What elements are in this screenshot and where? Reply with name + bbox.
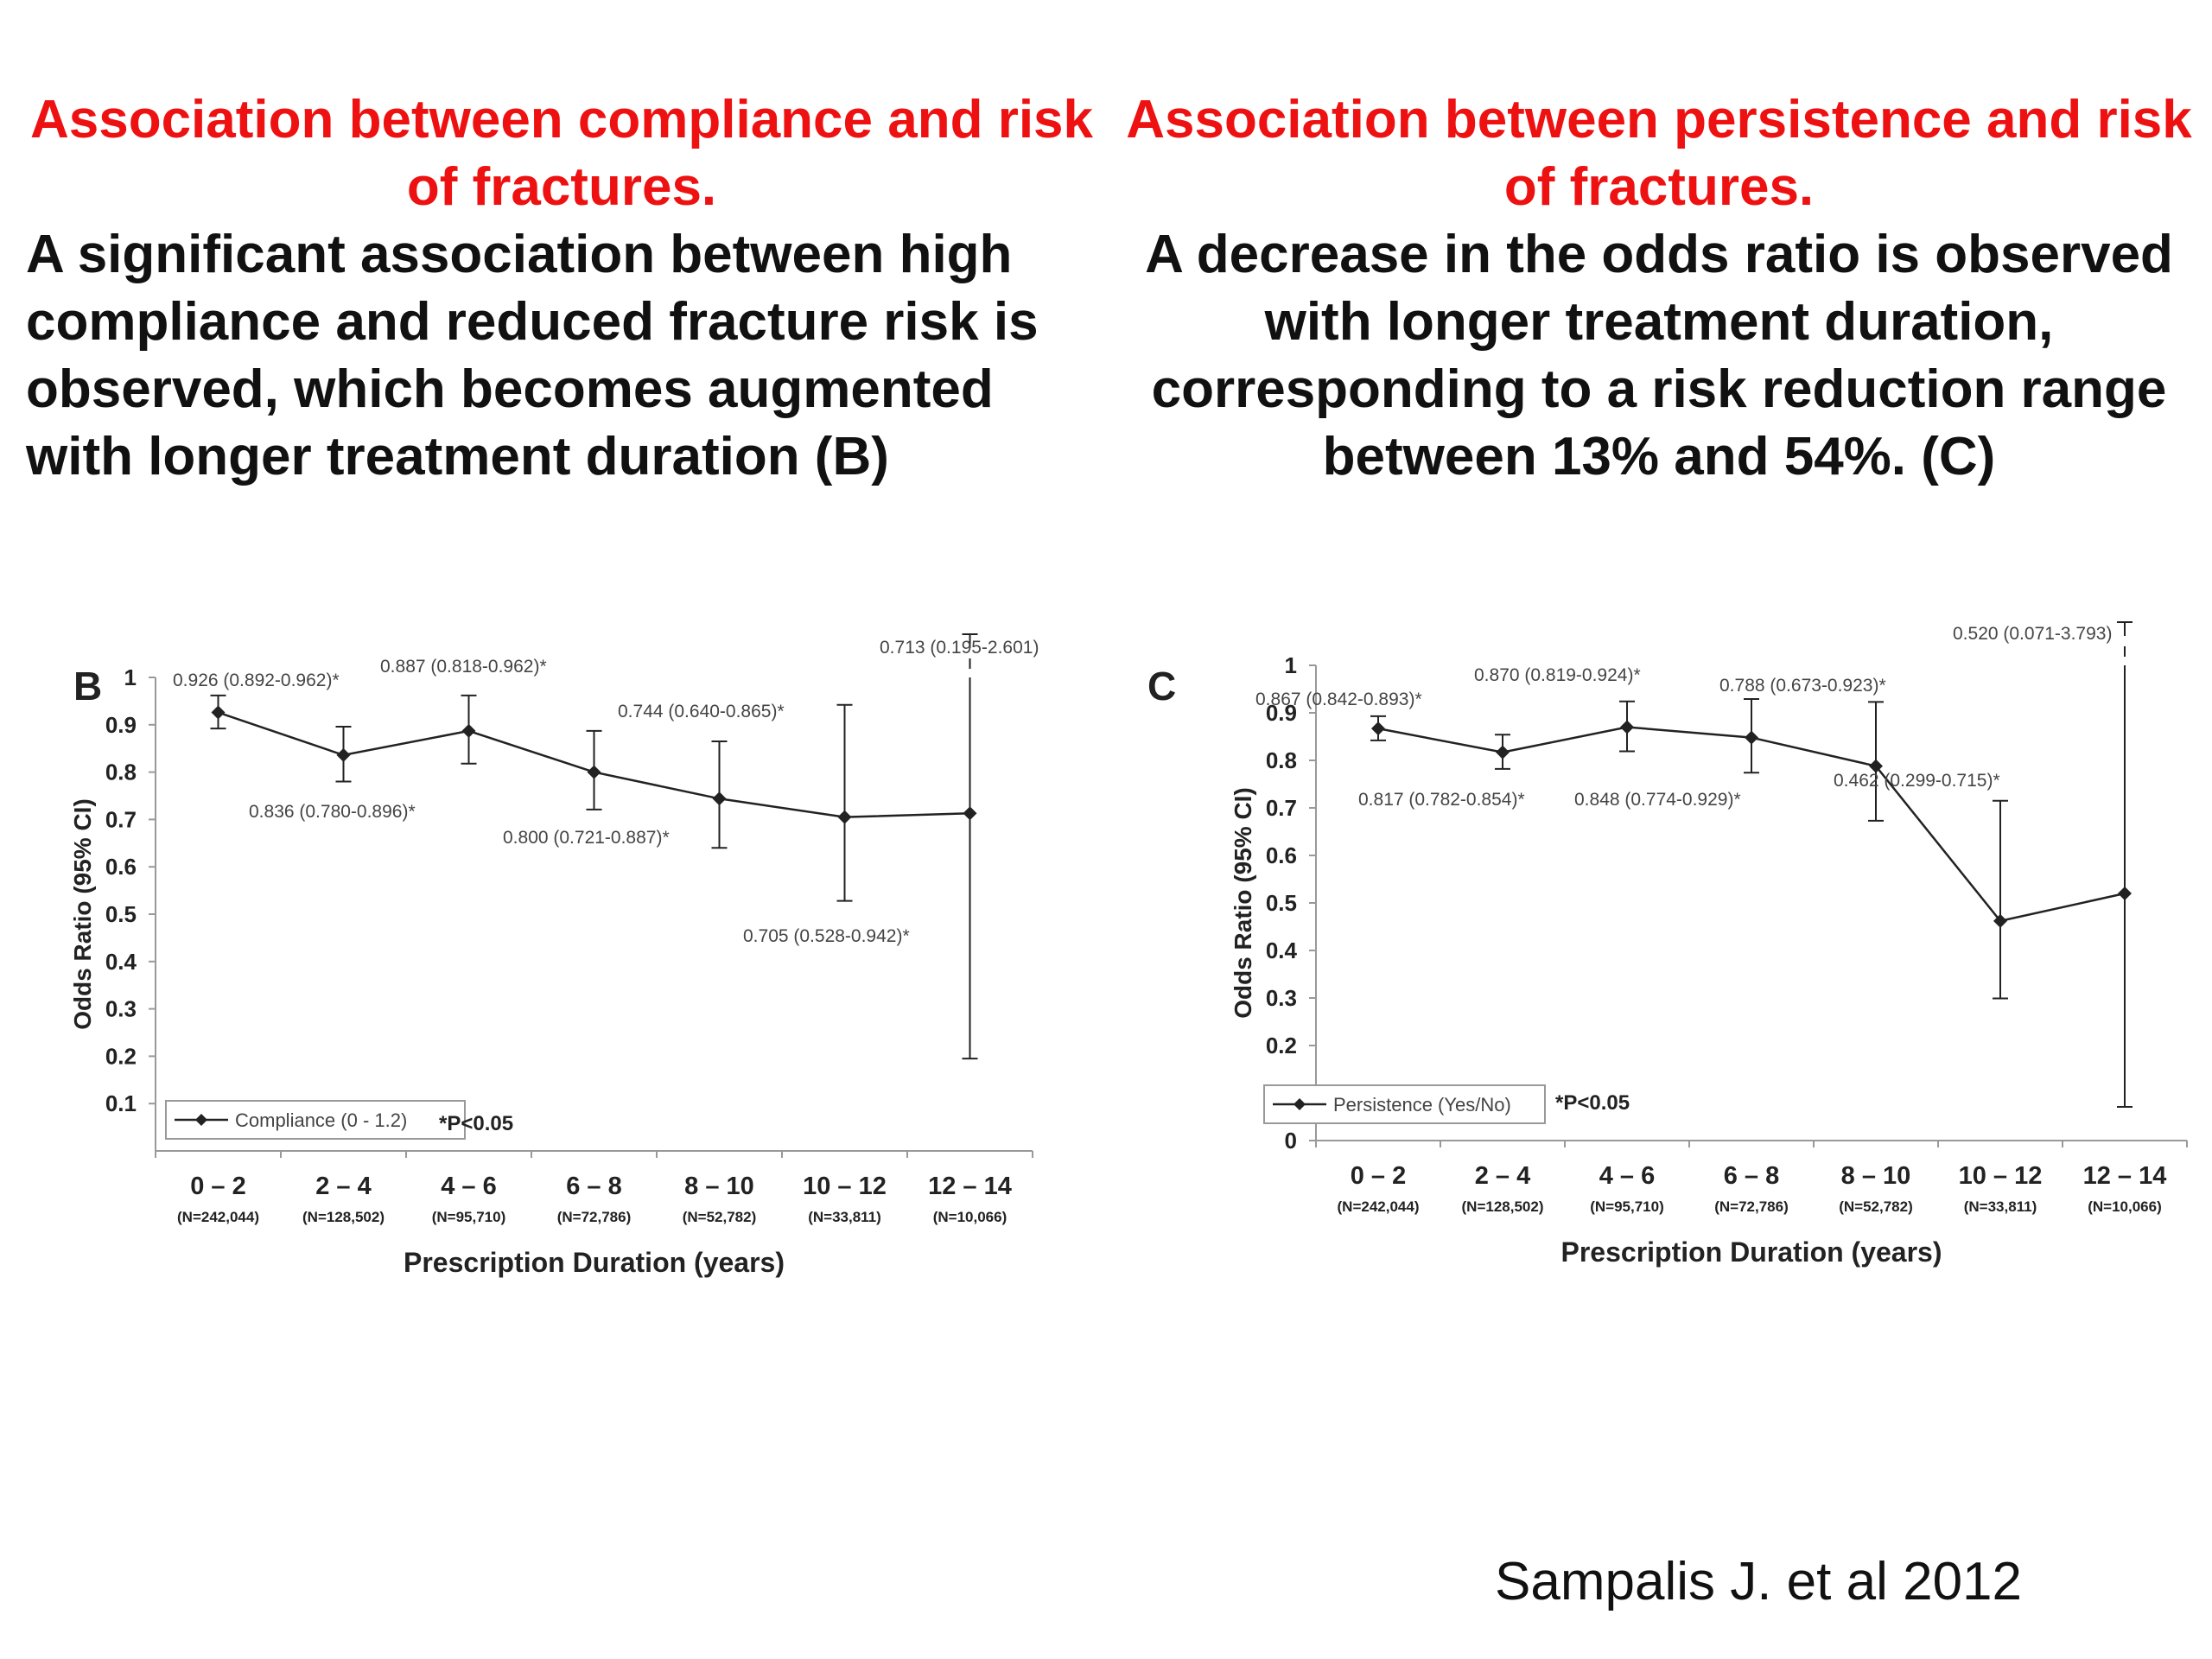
chart-b: B 0.1 0.2 0.3 0.4 0.5 0.6 0.7 0.8 0.9 1 Odds Ratio … [69,633,1039,1278]
data-label: 0.870 (0.819-0.924)* [1474,665,1641,685]
data-point [461,723,476,738]
y-tick-label: 0.4 [1266,938,1298,963]
data-point [336,747,351,762]
x-tick-label: 2 – 4 [1475,1162,1531,1190]
data-point [2118,887,2132,900]
data-label: 0.867 (0.842-0.893)* [1255,690,1422,709]
data-label: 0.848 (0.774-0.929)* [1574,790,1741,810]
x-tick-n-label: (N=95,710) [432,1209,506,1225]
y-tick-label: 0.6 [1266,842,1297,868]
data-label: 0.887 (0.818-0.962)* [380,657,547,677]
y-tick-label: 0.7 [105,806,137,832]
y-tick-label: 0.2 [105,1043,137,1069]
data-label: 0.800 (0.721-0.887)* [503,828,670,848]
data-label: 0.713 (0.195-2.601) [880,638,1039,658]
data-point [1993,913,2007,928]
y-tick-label: 0.4 [105,949,137,975]
x-tick-label: 4 – 6 [1599,1162,1656,1190]
y-tick-label: 0.2 [1266,1033,1297,1058]
legend-label: Compliance (0 - 1.2) [235,1109,407,1131]
y-tick-label: 0.5 [105,901,137,927]
data-label: 0.520 (0.071-3.793) [1953,624,2112,644]
x-tick-label: 12 – 14 [2083,1162,2167,1190]
legend-marker [1294,1098,1306,1110]
x-tick-label: 8 – 10 [684,1173,754,1200]
x-axis-label: Prescription Duration (years) [404,1247,785,1278]
significance-note: *P<0.05 [1555,1091,1630,1115]
data-label: 0.462 (0.299-0.715)* [1834,771,2000,791]
data-point [1496,745,1510,760]
y-tick-label: 0.3 [1266,985,1297,1011]
x-tick-label: 6 – 8 [566,1173,622,1200]
x-tick-label: 6 – 8 [1724,1162,1780,1190]
data-point [1869,759,1883,773]
x-tick-label: 0 – 2 [1351,1162,1407,1190]
data-point [211,705,226,720]
data-point [1745,730,1758,745]
legend-label: Persistence (Yes/No) [1333,1094,1511,1116]
panel-right-title: Association between persistence and risk… [1126,90,2192,217]
x-tick-label: 0 – 2 [190,1173,246,1200]
data-label: 0.836 (0.780-0.896)* [249,802,416,822]
panel-left-title: Association between compliance and risk … [29,90,1094,217]
panel-letter: B [73,664,102,709]
x-tick-label: 2 – 4 [315,1173,372,1200]
x-tick-n-label: (N=128,502) [302,1209,385,1225]
data-point [837,810,852,824]
data-label: 0.788 (0.673-0.923)* [1719,676,1886,696]
data-point [587,765,601,779]
x-tick-n-label: (N=242,044) [1338,1198,1420,1215]
x-tick-label: 12 – 14 [928,1173,1012,1200]
y-axis-label: Odds Ratio (95% CI) [69,798,96,1030]
legend-marker [195,1114,207,1126]
y-tick-label: 0.9 [1266,700,1297,726]
x-tick-label: 4 – 6 [441,1173,497,1200]
y-tick-label: 0.8 [105,760,137,785]
x-tick-label: 8 – 10 [1841,1162,1911,1190]
x-tick-n-label: (N=10,066) [2088,1198,2162,1215]
x-tick-n-label: (N=33,811) [1964,1198,2037,1215]
data-point [1620,720,1634,734]
x-tick-n-label: (N=10,066) [933,1209,1007,1225]
panel-left-text: Association between compliance and risk … [26,86,1097,491]
significance-note: *P<0.05 [439,1112,513,1135]
data-label: 0.817 (0.782-0.854)* [1358,790,1525,810]
data-label: 0.744 (0.640-0.865)* [618,702,785,721]
x-axis-label: Prescription Duration (years) [1561,1236,1942,1268]
data-point [712,791,727,806]
y-tick-label: 0.8 [1266,747,1297,773]
y-tick-label: 1 [1285,652,1297,678]
panel-letter: C [1147,664,1176,709]
y-axis-label: Odds Ratio (95% CI) [1230,787,1256,1019]
y-tick-label: 0.1 [105,1090,137,1116]
x-tick-n-label: (N=128,502) [1462,1198,1544,1215]
x-tick-label: 10 – 12 [1959,1162,2043,1190]
y-tick-label: 0 [1285,1128,1297,1154]
x-tick-n-label: (N=52,782) [683,1209,757,1225]
x-tick-n-label: (N=95,710) [1590,1198,1664,1215]
citation: Sampalis J. et al 2012 [1495,1552,2023,1611]
y-tick-label: 0.7 [1266,795,1297,821]
y-tick-label: 0.3 [105,996,137,1022]
y-tick-label: 0.6 [105,854,137,880]
panel-left-description: A significant association between high c… [26,225,1039,486]
y-tick-label: 1 [124,664,137,690]
panel-right-description: A decrease in the odds ratio is observed… [1145,225,2173,486]
data-label: 0.926 (0.892-0.962)* [173,671,340,690]
y-tick-label: 0.5 [1266,890,1297,916]
x-tick-label: 10 – 12 [803,1173,887,1200]
x-tick-n-label: (N=242,044) [177,1209,259,1225]
panel-right-text: Association between persistence and risk… [1123,86,2195,491]
y-tick-label: 0.9 [105,712,137,738]
data-label: 0.705 (0.528-0.942)* [743,926,910,946]
data-point [1371,721,1385,736]
x-tick-n-label: (N=72,786) [557,1209,632,1225]
x-tick-n-label: (N=33,811) [808,1209,881,1225]
data-point [963,806,977,821]
x-tick-n-label: (N=72,786) [1714,1198,1789,1215]
x-tick-n-label: (N=52,782) [1839,1198,1913,1215]
